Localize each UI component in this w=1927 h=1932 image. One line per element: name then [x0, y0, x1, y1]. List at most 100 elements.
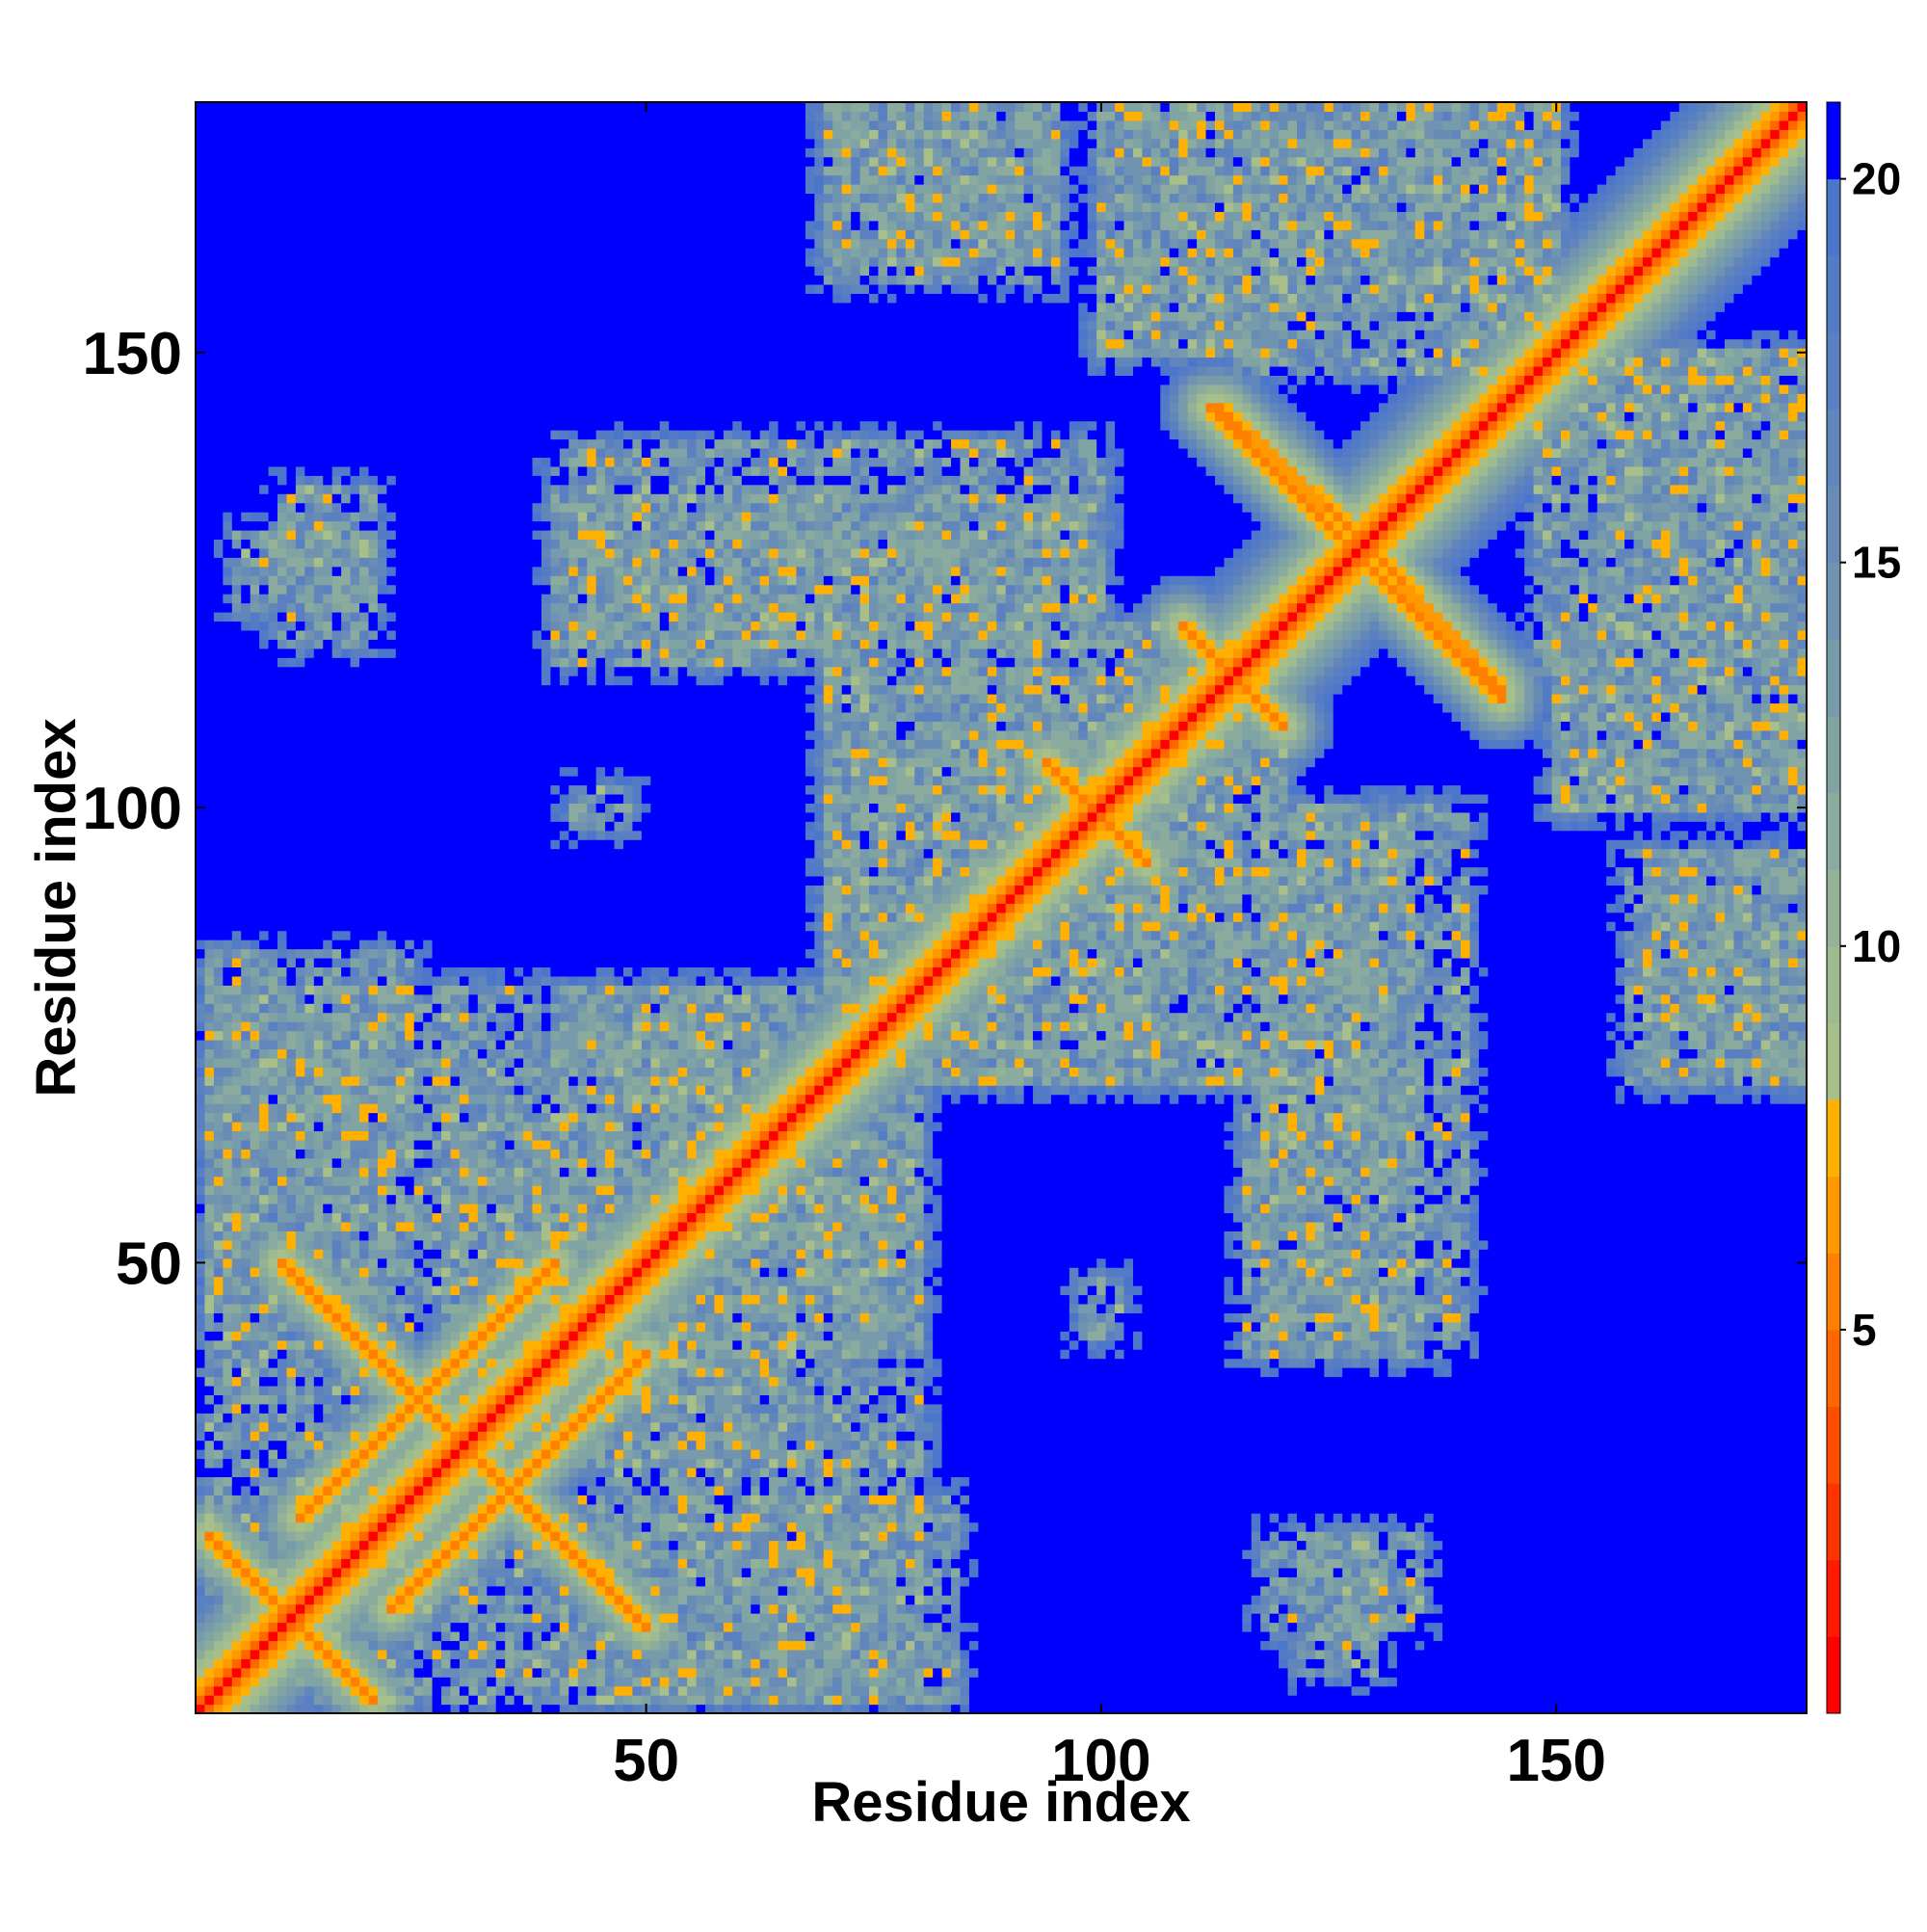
heatmap-cell	[341, 1085, 351, 1095]
heatmap-cell	[323, 885, 332, 894]
heatmap-cell	[277, 1140, 287, 1150]
heatmap-cell	[259, 1513, 269, 1522]
heatmap-cell	[269, 1522, 278, 1532]
heatmap-cell	[351, 985, 360, 994]
heatmap-cell	[386, 1231, 396, 1240]
heatmap-cell	[304, 784, 314, 794]
heatmap-cell	[405, 1267, 414, 1277]
heatmap-cell	[223, 1576, 232, 1586]
heatmap-cell	[433, 594, 442, 603]
heatmap-cell	[351, 730, 360, 740]
heatmap-cell	[332, 1149, 342, 1158]
heatmap-cell	[196, 1185, 205, 1195]
heatmap-cell	[269, 1294, 278, 1304]
heatmap-cell	[296, 1568, 305, 1577]
heatmap-cell	[241, 675, 251, 685]
heatmap-cell	[277, 221, 287, 230]
heatmap-cell	[314, 894, 324, 904]
heatmap-cell	[251, 439, 260, 449]
heatmap-cell	[414, 1359, 424, 1368]
heatmap-cell	[441, 1650, 451, 1659]
heatmap-cell	[204, 1504, 214, 1514]
heatmap-cell	[204, 1149, 214, 1158]
heatmap-cell	[232, 894, 242, 904]
heatmap-cell	[396, 257, 406, 267]
heatmap-cell	[314, 303, 324, 312]
heatmap-cell	[196, 639, 205, 648]
heatmap-cell	[251, 685, 260, 695]
heatmap-cell	[386, 366, 396, 376]
heatmap-cell	[259, 1686, 269, 1696]
heatmap-cell	[286, 175, 296, 185]
heatmap-cell	[204, 1558, 214, 1568]
heatmap-cell	[259, 475, 269, 485]
heatmap-cell	[433, 1449, 442, 1459]
heatmap-cell	[286, 1304, 296, 1313]
heatmap-cell	[332, 284, 342, 294]
heatmap-cell	[386, 730, 396, 740]
heatmap-cell	[323, 794, 332, 804]
heatmap-cell	[232, 985, 242, 994]
heatmap-cell	[314, 1449, 324, 1459]
heatmap-cell	[378, 1130, 387, 1140]
heatmap-cell	[251, 1468, 260, 1477]
heatmap-cell	[296, 1085, 305, 1095]
heatmap-cell	[386, 585, 396, 595]
heatmap-cell	[396, 694, 406, 703]
heatmap-cell	[286, 1422, 296, 1432]
heatmap-cell	[359, 1658, 369, 1668]
heatmap-cell	[214, 221, 224, 230]
heatmap-cell	[232, 293, 242, 303]
heatmap-cell	[214, 1677, 224, 1686]
heatmap-cell	[277, 102, 287, 112]
heatmap-cell	[196, 1522, 205, 1532]
heatmap-cell	[269, 1558, 278, 1568]
heatmap-cell	[441, 784, 451, 794]
heatmap-cell	[223, 1231, 232, 1240]
heatmap-cell	[277, 321, 287, 331]
heatmap-cell	[441, 1604, 451, 1614]
heatmap-cell	[332, 1240, 342, 1250]
heatmap-cell	[196, 1623, 205, 1632]
heatmap-cell	[277, 293, 287, 303]
heatmap-cell	[341, 639, 351, 648]
heatmap-cell	[251, 1367, 260, 1377]
heatmap-cell	[332, 1021, 342, 1031]
heatmap-cell	[259, 730, 269, 740]
heatmap-cell	[332, 1522, 342, 1532]
heatmap-cell	[214, 403, 224, 412]
heatmap-cell	[241, 1204, 251, 1213]
heatmap-cell	[251, 612, 260, 622]
heatmap-cell	[259, 1158, 269, 1168]
heatmap-cell	[259, 1103, 269, 1113]
heatmap-cell	[423, 485, 433, 494]
heatmap-cell	[396, 1149, 406, 1158]
heatmap-cell	[441, 1431, 451, 1441]
heatmap-cell	[359, 1113, 369, 1123]
heatmap-cell	[314, 866, 324, 876]
heatmap-cell	[314, 530, 324, 540]
heatmap-cell	[241, 1349, 251, 1359]
heatmap-cell	[378, 894, 387, 904]
heatmap-cell	[269, 702, 278, 712]
heatmap-cell	[368, 1231, 378, 1240]
heatmap-cell	[196, 730, 205, 740]
heatmap-cell	[341, 1140, 351, 1150]
heatmap-cell	[423, 1204, 433, 1213]
heatmap-cell	[296, 966, 305, 976]
heatmap-cell	[259, 1422, 269, 1432]
heatmap-cell	[314, 675, 324, 685]
heatmap-cell	[378, 1386, 387, 1395]
heatmap-cell	[223, 521, 232, 531]
heatmap-cell	[351, 1349, 360, 1359]
heatmap-cell	[204, 894, 214, 904]
heatmap-cell	[341, 384, 351, 394]
heatmap-cell	[196, 1604, 205, 1614]
heatmap-cell	[341, 1504, 351, 1514]
heatmap-cell	[204, 357, 214, 367]
heatmap-cell	[296, 739, 305, 749]
heatmap-cell	[423, 1631, 433, 1641]
heatmap-cell	[296, 1504, 305, 1514]
heatmap-cell	[341, 530, 351, 540]
heatmap-cell	[269, 1359, 278, 1368]
